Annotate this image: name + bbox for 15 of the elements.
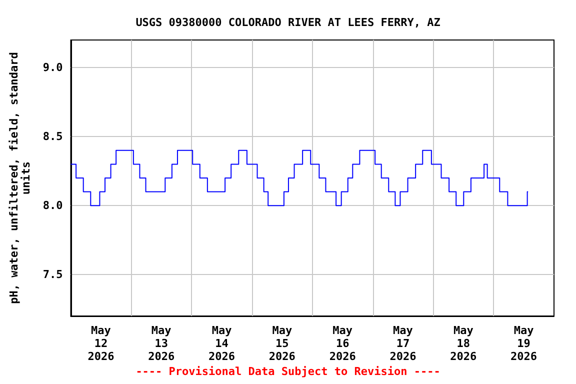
x-tick-label: May 17 2026	[390, 324, 417, 363]
x-tick-label: May 13 2026	[148, 324, 175, 363]
chart-title: USGS 09380000 COLORADO RIVER AT LEES FERRY, AZ	[136, 16, 441, 29]
x-tick-label: May 12 2026	[88, 324, 115, 363]
text: ---- Provisional Data Subject to Revision ----	[136, 365, 440, 378]
x-tick-label: May 15 2026	[268, 324, 296, 363]
y-tick-label: 9.0	[42, 61, 63, 74]
y-tick-label: 8.5	[42, 130, 63, 144]
x-tick-label: May 19 2026	[510, 324, 538, 363]
x-tick-label: May 18 2026	[450, 324, 478, 363]
y-tick-label: 8.0	[42, 199, 63, 212]
y-axis-title: pH, water, unfiltered, field, standard units	[8, 52, 32, 304]
y-tick-label: 7.5	[42, 268, 63, 282]
x-tick-label: May 14 2026	[208, 324, 236, 363]
x-tick-label: May 16 2026	[329, 324, 356, 363]
